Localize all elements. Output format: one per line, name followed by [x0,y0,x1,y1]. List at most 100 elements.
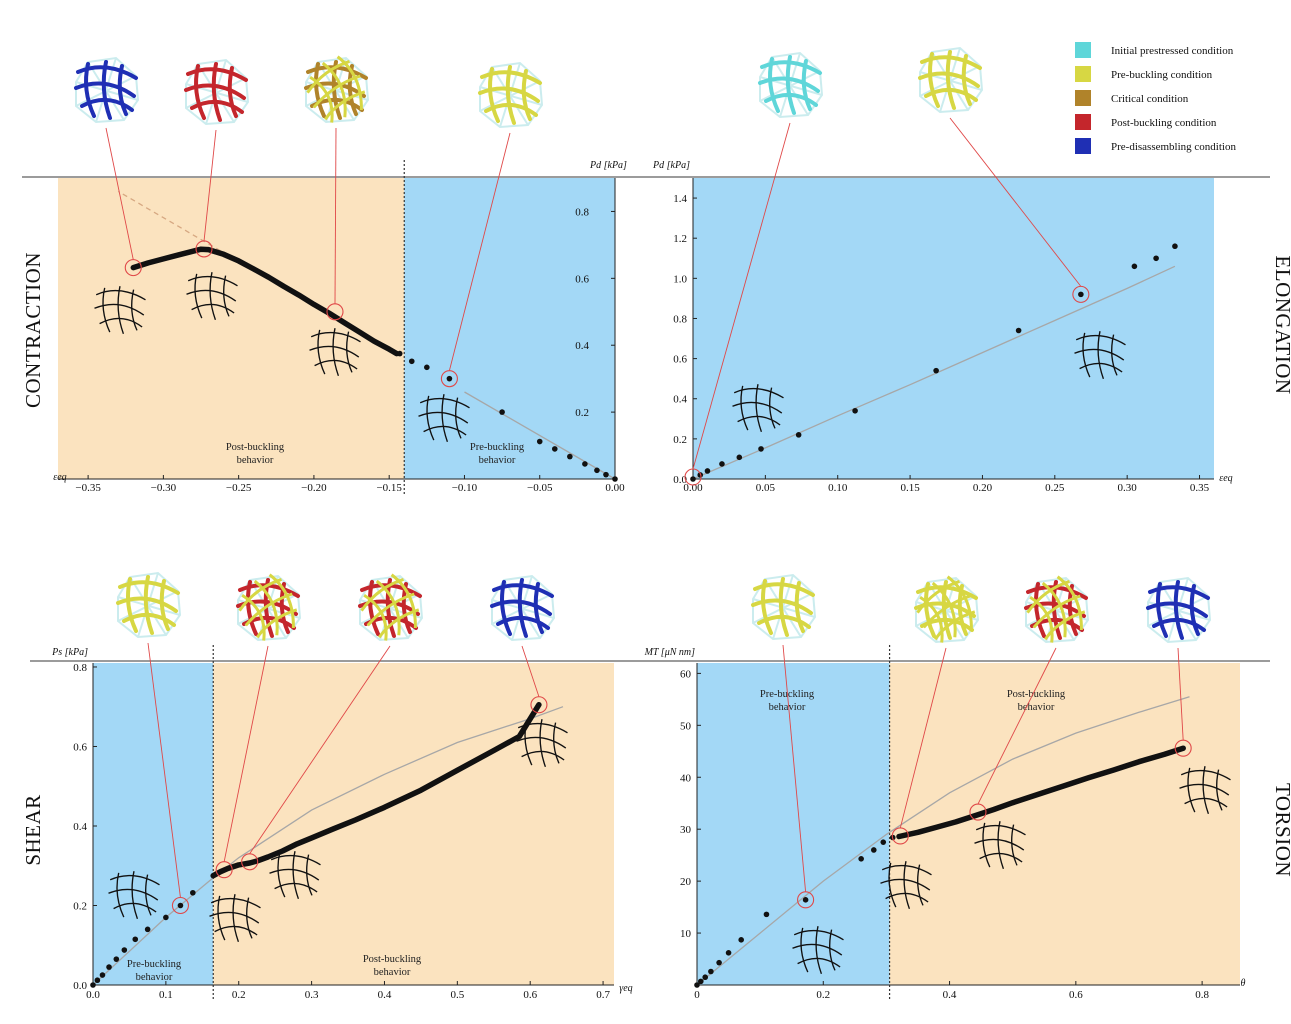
data-point [177,902,184,909]
data-point [499,409,505,415]
x-axis-label: εeq [1219,473,1232,484]
state-marker [171,896,189,915]
y-tick-label: 0.8 [575,206,589,218]
network-configuration [490,575,555,641]
y-tick-label: 0.8 [673,313,687,325]
data-point [719,461,725,467]
data-point [163,914,169,921]
network-fibers [358,578,422,638]
network-fibers [1024,580,1088,640]
fit-line [692,265,1176,480]
data-point [697,978,704,985]
network-configuration [74,57,139,123]
network-fibers [918,50,982,110]
data-point [536,438,543,445]
data-point [858,855,864,862]
region-label: behavior [479,455,516,466]
state-marker [1174,739,1192,757]
legend-swatch [1075,114,1091,130]
y-tick-label: 0.6 [73,741,87,753]
y-tick-label: 0.2 [73,900,87,912]
legend-swatch [1075,42,1091,58]
data-point [106,964,112,970]
network-fibers [74,60,138,120]
region-label: Post-buckling [226,442,285,453]
data-point [716,959,722,966]
data-point [94,977,101,984]
data-point [1131,263,1138,270]
data-point [704,468,711,474]
y-tick-label: 0.6 [575,273,589,285]
marker-connector [899,647,947,829]
x-tick-label: 0.20 [973,482,993,494]
x-tick-label: 0.25 [1045,482,1065,494]
legend-label: Pre-disassembling condition [1111,141,1236,153]
panel-label-torsion: TORSION [1271,783,1291,877]
data-point [1172,243,1178,250]
network-fibers [304,60,368,120]
network-fibers [490,578,554,638]
data-curve [896,745,1186,840]
legend-label: Post-buckling condition [1111,117,1217,129]
y-tick-label: 0.4 [575,340,589,352]
marker-connector [949,117,1082,287]
network-configuration [758,52,823,118]
panel-label-shear: SHEAR [21,794,45,865]
state-marker [684,468,702,486]
data-point [758,446,764,452]
data-point [603,471,609,478]
data-point [424,364,430,371]
x-tick-label: 0.6 [1069,989,1083,1001]
panel-label-contraction: CONTRACTION [21,252,45,408]
region-label: Pre-buckling [470,442,525,453]
network-configuration [905,568,987,652]
data-point [1078,291,1084,298]
data-point [121,947,128,953]
x-tick-label: −0.10 [452,482,478,494]
state-marker [797,891,815,909]
state-marker [969,803,987,821]
y-tick-label: 0.0 [73,980,87,992]
region-label: Pre-buckling [127,959,182,970]
marker-connector [147,642,181,898]
marker-connector [1177,647,1184,741]
y-tick-label: 10 [680,928,692,940]
state-marker [891,827,909,845]
state-marker [1072,285,1090,303]
network-configuration [295,48,377,132]
network-fibers [478,65,542,125]
region-label: behavior [237,455,274,466]
network-configuration [751,574,816,640]
x-tick-label: 0.5 [450,989,464,1001]
panel-label-elongation: ELONGATION [1271,255,1291,394]
x-tick-label: 0.4 [378,989,392,1001]
network-fibers [236,578,300,638]
legend-label: Critical condition [1111,93,1189,105]
x-axis-label: θ [1241,978,1246,989]
network-fibers [184,62,248,122]
network-configuration [116,572,181,638]
network-fibers [116,575,180,635]
marker-connector [977,647,1057,805]
data-point [1153,255,1159,262]
x-tick-label: 0.10 [828,482,848,494]
data-point [795,432,802,438]
data-point [763,911,770,918]
data-point [738,937,744,943]
data-point [870,847,877,853]
state-marker [215,861,233,879]
panel-shear: 0.0 0.1 0.2 0.3 0.4 0.5 0.6 0.7 0.0 0.2 0.4 0.6 0.8 P… [51,566,633,1001]
x-tick-label: 0.35 [1190,482,1210,494]
marker-connector [105,127,134,260]
region-label: behavior [769,702,806,713]
x-tick-label: −0.25 [226,482,252,494]
region-label: behavior [374,967,411,978]
network-configuration [478,62,543,128]
state-marker [124,259,142,277]
network-configuration [918,47,983,113]
y-axis-label: Pd [kPa] [652,160,690,171]
data-point [612,476,618,482]
network-configuration [349,566,431,650]
x-tick-label: 0.4 [943,989,957,1001]
data-point [190,889,196,896]
